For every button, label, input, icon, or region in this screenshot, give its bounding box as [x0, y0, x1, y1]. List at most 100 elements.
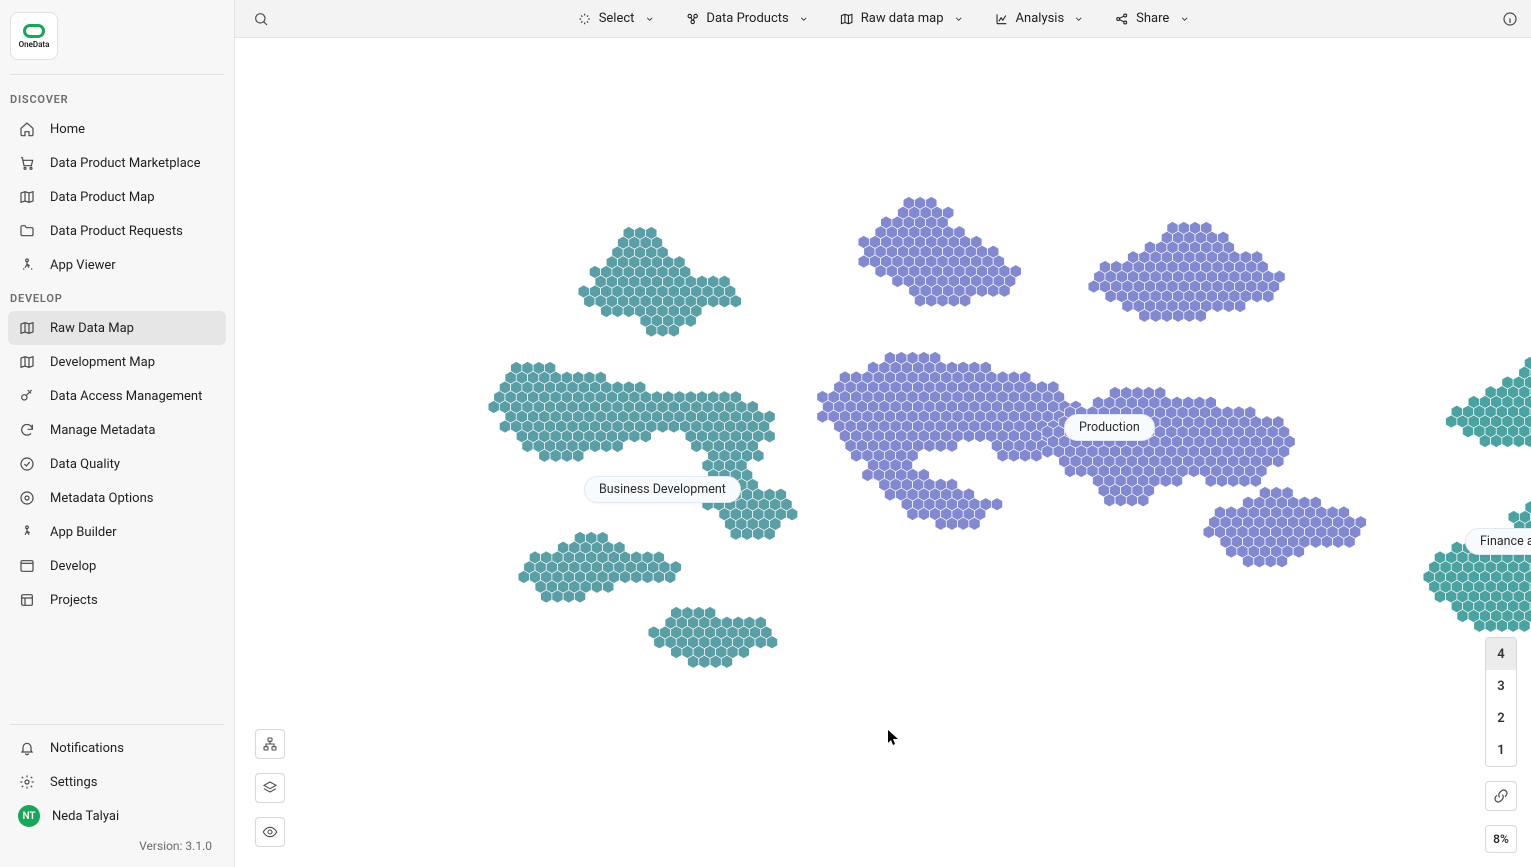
map-canvas[interactable]: Business Development Production Finance … [235, 38, 1531, 867]
menu-data-products[interactable]: Data Products [682, 7, 810, 31]
cluster-label-production[interactable]: Production [1064, 414, 1155, 441]
nav-label: App Builder [50, 525, 117, 540]
sidebar-item-develop[interactable]: Develop [8, 549, 226, 583]
sidebar-item-settings[interactable]: Settings [8, 765, 226, 799]
zoom-step-4[interactable]: 4 [1486, 638, 1516, 670]
nav-label: Data Quality [50, 457, 120, 472]
brand-name: OneData [19, 40, 50, 49]
sidebar-item-app-builder[interactable]: App Builder [8, 515, 226, 549]
sidebar-item-user[interactable]: NT Neda Talyai [8, 799, 226, 833]
sidebar-item-home[interactable]: Home [8, 112, 226, 146]
menu-raw-data-map[interactable]: Raw data map [837, 7, 966, 31]
nav-label: Notifications [50, 741, 124, 756]
sidebar-item-manage-metadata[interactable]: Manage Metadata [8, 413, 226, 447]
sidebar-item-data-quality[interactable]: Data Quality [8, 447, 226, 481]
divider [10, 74, 224, 75]
nav-label: Settings [50, 775, 97, 790]
link-button[interactable] [1485, 781, 1517, 811]
tune-icon [18, 489, 36, 507]
map-icon [18, 188, 36, 206]
nav-label: App Viewer [50, 258, 116, 273]
sidebar-item-projects[interactable]: Projects [8, 583, 226, 617]
chevron-down-icon [1074, 14, 1084, 24]
cursor-icon [888, 730, 900, 750]
run-icon [18, 256, 36, 274]
nav-discover: Home Data Product Marketplace Data Produ… [0, 112, 234, 282]
topbar-menus: Select Data Products Raw data map Analys… [575, 7, 1192, 31]
sidebar-item-app-viewer[interactable]: App Viewer [8, 248, 226, 282]
code-icon [18, 557, 36, 575]
map-icon [18, 319, 36, 337]
sidebar-item-notifications[interactable]: Notifications [8, 731, 226, 765]
topbar: Select Data Products Raw data map Analys… [235, 0, 1531, 38]
chevron-down-icon [954, 14, 964, 24]
nav-label: Data Product Requests [50, 224, 183, 239]
nav-label: Projects [50, 593, 98, 608]
hierarchy-button[interactable] [255, 729, 285, 759]
menu-select[interactable]: Select [575, 7, 657, 31]
nav-label: Metadata Options [50, 491, 153, 506]
key-icon [18, 387, 36, 405]
topbar-right [1501, 10, 1519, 28]
sidebar-item-development-map[interactable]: Development Map [8, 345, 226, 379]
sidebar: OneData DISCOVER Home Data Product Marke… [0, 0, 235, 867]
search-button[interactable] [247, 5, 275, 33]
sidebar-item-metadata-options[interactable]: Metadata Options [8, 481, 226, 515]
nav-label: Data Product Map [50, 190, 155, 205]
sidebar-item-product-map[interactable]: Data Product Map [8, 180, 226, 214]
folder-icon [18, 222, 36, 240]
map-svg [235, 38, 1531, 867]
section-label-discover: DISCOVER [0, 83, 234, 112]
zoom-step-1[interactable]: 1 [1486, 734, 1516, 766]
nav-label: Home [50, 122, 85, 137]
cluster-label-business-development[interactable]: Business Development [584, 476, 741, 503]
brand-logo-mark [23, 24, 45, 38]
bell-icon [18, 739, 36, 757]
layers-button[interactable] [255, 773, 285, 803]
products-icon [684, 11, 700, 27]
home-icon [18, 120, 36, 138]
menu-share[interactable]: Share [1112, 7, 1191, 31]
nav-label: Manage Metadata [50, 423, 155, 438]
share-icon [1114, 11, 1130, 27]
map-icon [839, 11, 855, 27]
zoom-percent[interactable]: 8% [1485, 825, 1517, 853]
nav-label: Develop [50, 559, 96, 574]
cart-icon [18, 154, 36, 172]
sidebar-item-data-access[interactable]: Data Access Management [8, 379, 226, 413]
chevron-down-icon [1179, 14, 1189, 24]
info-button[interactable] [1501, 10, 1519, 28]
check-badge-icon [18, 455, 36, 473]
map-controls-right: 4 3 2 1 8% [1485, 637, 1517, 853]
sidebar-bottom: Notifications Settings NT Neda Talyai Ve… [0, 718, 234, 867]
select-icon [577, 11, 593, 27]
map-controls-left [255, 729, 285, 847]
sidebar-item-raw-data-map[interactable]: Raw Data Map [8, 311, 226, 345]
nav-label: Raw Data Map [50, 321, 134, 336]
menu-label: Data Products [706, 11, 788, 26]
cluster-label-finance-admin[interactable]: Finance and Administration [1465, 528, 1531, 555]
menu-label: Raw data map [861, 11, 944, 26]
zoom-step-3[interactable]: 3 [1486, 670, 1516, 702]
brand-logo[interactable]: OneData [10, 12, 58, 60]
chevron-down-icon [644, 14, 654, 24]
nav-develop: Raw Data Map Development Map Data Access… [0, 311, 234, 617]
avatar: NT [18, 805, 40, 827]
section-label-develop: DEVELOP [0, 282, 234, 311]
menu-label: Select [599, 11, 635, 26]
projects-icon [18, 591, 36, 609]
main: Select Data Products Raw data map Analys… [235, 0, 1531, 867]
menu-label: Share [1136, 11, 1169, 26]
chart-icon [994, 11, 1010, 27]
divider [10, 724, 224, 725]
visibility-button[interactable] [255, 817, 285, 847]
menu-analysis[interactable]: Analysis [992, 7, 1087, 31]
zoom-steps: 4 3 2 1 [1485, 637, 1517, 767]
zoom-step-2[interactable]: 2 [1486, 702, 1516, 734]
nav-label: Development Map [50, 355, 155, 370]
sidebar-item-marketplace[interactable]: Data Product Marketplace [8, 146, 226, 180]
nav-label: Data Product Marketplace [50, 156, 201, 171]
map-icon [18, 353, 36, 371]
builder-icon [18, 523, 36, 541]
sidebar-item-requests[interactable]: Data Product Requests [8, 214, 226, 248]
